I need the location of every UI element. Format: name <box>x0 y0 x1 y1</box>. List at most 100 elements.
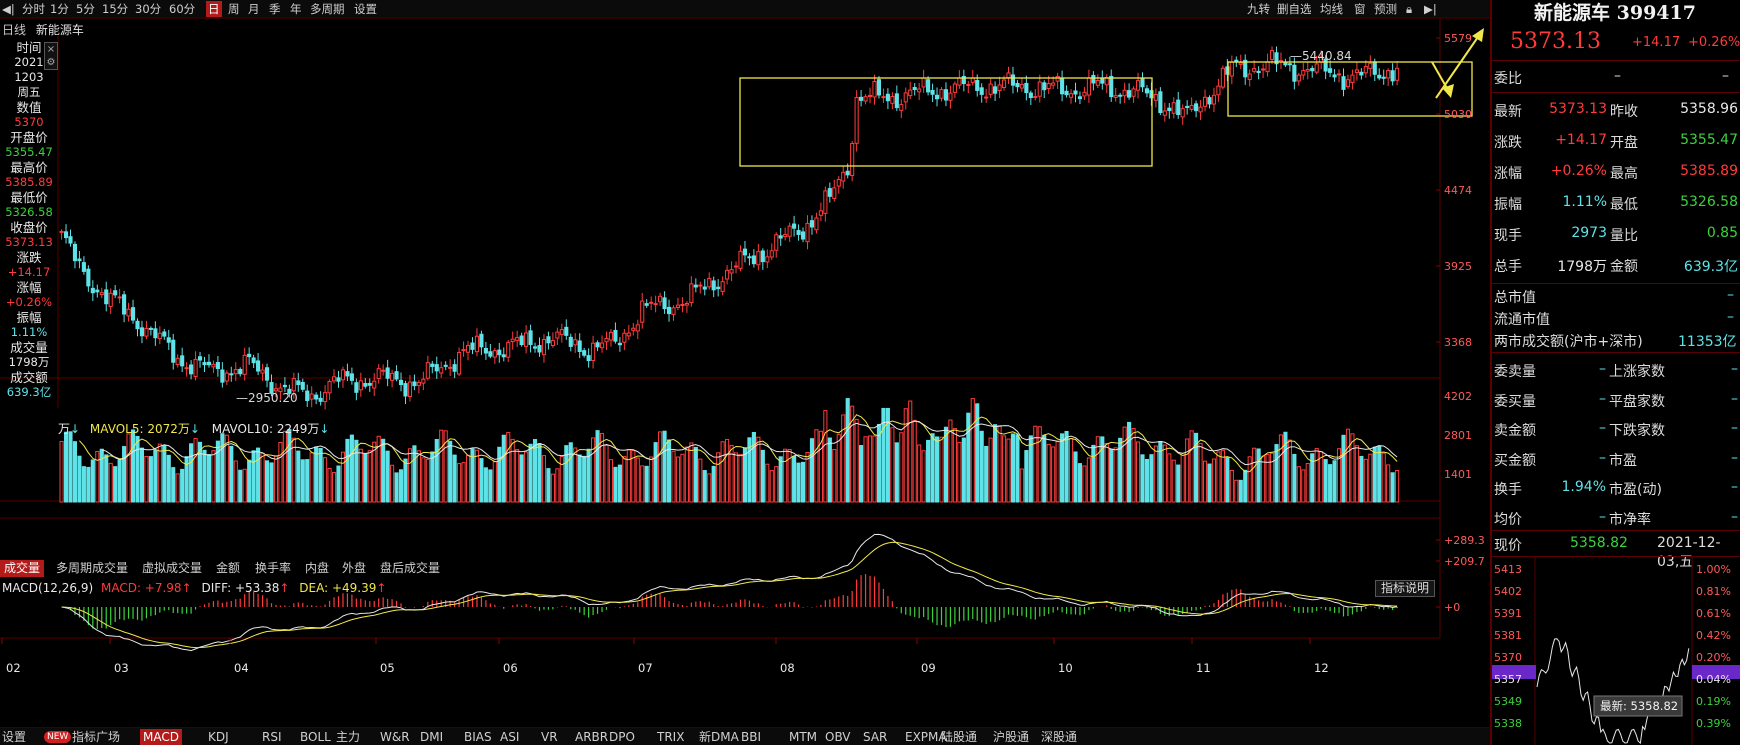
indicator-tab[interactable]: SAR <box>863 730 888 744</box>
indicator-tab[interactable]: DMI <box>420 730 444 744</box>
indicator-tab[interactable]: TRIX <box>657 730 685 744</box>
volume-bar <box>1216 451 1221 503</box>
indicator-tab[interactable]: EXPMA <box>905 730 947 744</box>
indicator-tab[interactable]: ARBR <box>575 730 609 744</box>
tab-60min[interactable]: 60分 <box>169 2 196 16</box>
tab-5min[interactable]: 5分 <box>76 2 95 16</box>
btn-jiuzhuan[interactable]: 九转 <box>1247 2 1270 16</box>
tab-settings[interactable]: 设置 <box>354 2 377 16</box>
volume-bar <box>291 437 296 503</box>
indicator-tab[interactable]: BIAS <box>464 730 492 744</box>
tab-minute[interactable]: 分时 <box>22 2 45 16</box>
panel-toggle[interactable]: × ⚙ <box>44 42 58 70</box>
tab-volume[interactable]: 成交量 <box>0 560 45 577</box>
volume-bar <box>948 419 953 503</box>
lock-icon[interactable]: 🔒︎ <box>1406 2 1413 16</box>
volume-bar <box>1354 445 1359 503</box>
btn-forecast[interactable]: 预测 <box>1374 2 1397 16</box>
tab-turnover[interactable]: 换手率 <box>255 561 292 575</box>
volume-bar <box>1144 458 1150 503</box>
candle <box>314 394 319 400</box>
tab-multi-volume[interactable]: 多周期成交量 <box>56 561 129 575</box>
candle <box>608 331 614 341</box>
indicator-tab[interactable]: MTM <box>789 730 818 744</box>
btn-ma[interactable]: 均线 <box>1320 2 1343 16</box>
volume-bar <box>818 430 823 503</box>
candle <box>1368 62 1373 69</box>
volume-bar <box>63 431 69 503</box>
candle <box>305 390 310 402</box>
tab-year[interactable]: 年 <box>290 2 302 16</box>
close-icon[interactable]: × <box>46 44 56 55</box>
indicator-tab[interactable]: 指标广场 <box>72 730 121 744</box>
gear-icon[interactable]: ⚙ <box>46 57 56 68</box>
tab-inner[interactable]: 内盘 <box>305 561 330 575</box>
candle <box>854 97 859 144</box>
candle <box>903 92 908 103</box>
tab-after-hours[interactable]: 盘后成交量 <box>380 561 441 575</box>
tab-month[interactable]: 月 <box>248 2 260 16</box>
indicator-tab[interactable]: 新DMA <box>699 730 739 744</box>
candle <box>1185 105 1190 108</box>
breadth-label: 买金额 <box>1494 452 1536 469</box>
volume-bar <box>416 450 421 503</box>
month-axis-label: 10 <box>1058 661 1073 675</box>
indicator-tab[interactable]: W&R <box>380 730 410 744</box>
btn-remove-favorite[interactable]: 删自选 <box>1277 2 1312 16</box>
volume-bar <box>99 448 104 503</box>
candle <box>805 222 810 243</box>
candle <box>885 93 890 102</box>
collapse-left-icon[interactable]: ◀| <box>2 2 15 16</box>
kline-chart[interactable]: 5579 5030 4474 3925 3368 4202 2801 1401 +289.3 +2… <box>0 18 1490 728</box>
expand-right-icon[interactable]: ▶| <box>1424 2 1437 16</box>
indicator-tab[interactable]: MACD <box>140 729 182 745</box>
tab-quarter[interactable]: 季 <box>269 2 281 16</box>
volume-bar <box>1086 457 1091 503</box>
indicator-tab[interactable]: OBV <box>825 730 851 744</box>
indicator-tab[interactable]: KDJ <box>208 730 229 744</box>
volume-bar <box>1015 434 1020 503</box>
candle <box>1122 89 1127 97</box>
indicator-tab[interactable]: 陆股通 <box>941 730 978 744</box>
volume-bar <box>1323 459 1328 503</box>
indicator-tab[interactable]: BBI <box>741 730 762 744</box>
volume-bar <box>1314 448 1319 503</box>
candle <box>653 303 658 306</box>
tab-virtual-volume[interactable]: 虚拟成交量 <box>142 561 203 575</box>
candle <box>577 340 582 352</box>
indicator-tab[interactable]: RSI <box>262 730 282 744</box>
volume-bar <box>1180 452 1185 503</box>
indicator-tab[interactable]: 主力 <box>336 730 361 744</box>
volume-bar <box>1247 456 1252 503</box>
indicator-help-button[interactable]: 指标说明 <box>1375 580 1436 597</box>
indicator-tab[interactable]: 沪股通 <box>993 730 1030 744</box>
mini-axis-label: 5402 <box>1494 585 1522 598</box>
tab-week[interactable]: 周 <box>228 2 240 16</box>
btn-window[interactable]: 窗 <box>1354 2 1366 16</box>
tab-outer[interactable]: 外盘 <box>342 561 367 575</box>
volume-bar <box>635 457 640 503</box>
breadth-label: 委卖量 <box>1494 364 1536 380</box>
indicator-tab[interactable]: ASI <box>500 730 520 744</box>
tab-day[interactable]: 日 <box>206 1 222 17</box>
new-badge: NEW <box>44 731 72 743</box>
indicator-tab[interactable]: VR <box>541 730 558 744</box>
volume-bar <box>885 407 890 503</box>
chart-header: 日线 新能源车 <box>2 21 84 38</box>
volume-bar <box>814 429 819 503</box>
indicator-tab[interactable]: BOLL <box>300 730 331 744</box>
candle <box>604 337 609 343</box>
indicator-tab[interactable]: 设置 <box>2 730 27 744</box>
volume-bar <box>331 472 337 503</box>
tab-15min[interactable]: 15分 <box>102 2 129 16</box>
tab-1min[interactable]: 1分 <box>50 2 69 16</box>
candle <box>63 231 69 239</box>
volume-bar <box>778 456 783 503</box>
intraday-mini-chart[interactable]: 5413 5402 5391 5381 5370 5357 5349 5338 1.00% 0.8… <box>1492 557 1740 745</box>
tab-multi-period[interactable]: 多周期 <box>310 2 345 16</box>
tab-30min[interactable]: 30分 <box>135 2 162 16</box>
indicator-tab[interactable]: DPO <box>609 730 635 744</box>
quote-row: 振幅 1.11% 最低 5326.58 <box>1492 188 1740 218</box>
tab-amount[interactable]: 金额 <box>216 561 241 575</box>
indicator-tab[interactable]: 深股通 <box>1041 730 1078 744</box>
